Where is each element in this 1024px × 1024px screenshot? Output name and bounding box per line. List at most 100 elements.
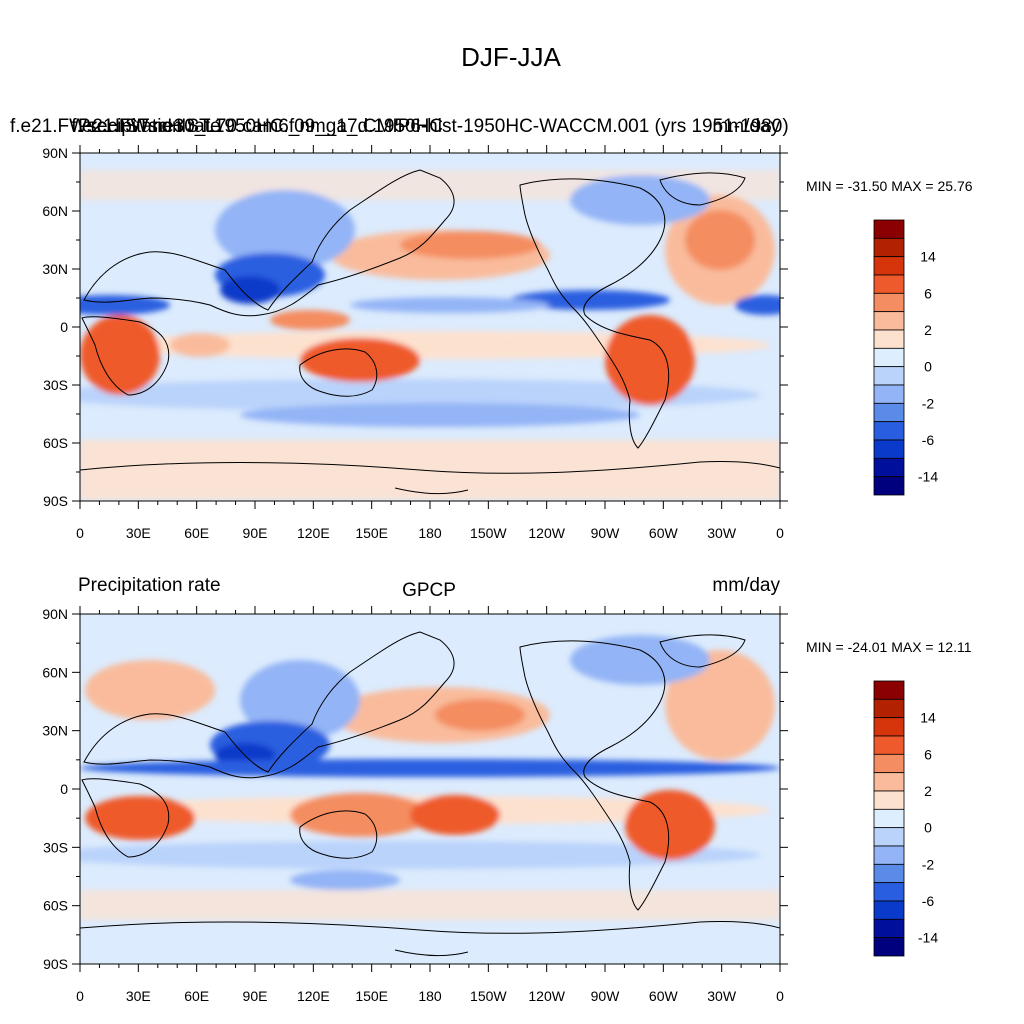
p1-lon-label-12: 0: [776, 525, 784, 541]
p1-colorbar-swatch-14: [873, 476, 905, 496]
p2-lat-label-5: 60S: [43, 898, 68, 914]
panel2-center-label: GPCP: [402, 580, 456, 601]
p1-colorbar-label-0: 14: [920, 249, 936, 265]
p1-lon-label-1: 30E: [126, 525, 151, 541]
p2-lon-label-12: 0: [776, 988, 784, 1004]
p1-lat-label-3: 0: [60, 319, 68, 335]
p1-colorbar-swatch-8: [873, 366, 905, 386]
p1-colorbar-swatch-10: [873, 402, 905, 423]
p2-colorbar-swatch-9: [873, 845, 905, 865]
p2-colorbar-swatch-2: [873, 717, 905, 737]
p2-colorbar-swatch-5: [873, 772, 905, 792]
p1-lat-label-5: 60S: [43, 435, 68, 451]
panel1-left-label: Precipitation rate: [78, 116, 221, 137]
p2-lon-label-10: 60W: [649, 988, 679, 1004]
p2-colorbar-swatch-12: [873, 900, 905, 920]
panel1-left-overlay: f.e21.FWscHIST.ne30_L70.cam6_nm_a_d.1950…: [10, 116, 443, 137]
panel2-lon-axis: 0 30E 60E 90E 120E 150E 180 150W 120W 90W 60W 30W 0: [76, 606, 784, 1004]
panel1-center-label: f.e21.FWscHIST.1950HC.f09_g17.CMIP6-hist…: [71, 116, 788, 137]
panel2-lat-axis: 90N 60N 30N 0 30S 60S 90S: [42, 606, 788, 972]
p2-lon-label-3: 90E: [243, 988, 268, 1004]
panel1-coastlines: [80, 169, 780, 495]
p2-lon-label-2: 60E: [184, 988, 209, 1004]
p2-lat-label-2: 30N: [42, 723, 68, 739]
p1-lat-label-4: 30S: [43, 377, 68, 393]
p1-lon-label-7: 150W: [470, 525, 507, 541]
p2-colorbar-label-2: 2: [924, 783, 932, 799]
p1-lon-label-9: 90W: [591, 525, 621, 541]
p2-colorbar-swatch-10: [873, 863, 905, 884]
figure-title: DJF-JJA: [461, 42, 561, 72]
p1-colorbar-label-1: 6: [924, 285, 932, 301]
p2-lat-label-4: 30S: [43, 839, 68, 855]
p1-colorbar-swatch-11: [873, 421, 905, 441]
p2-colorbar-swatch-11: [873, 882, 905, 902]
p1-lon-label-8: 120W: [528, 525, 565, 541]
p2-colorbar-label-5: -6: [922, 893, 935, 909]
p1-colorbar-swatch-9: [873, 384, 905, 404]
p1-colorbar-swatch-5: [873, 311, 905, 331]
p2-colorbar-label-6: -14: [918, 930, 938, 946]
p2-lon-label-4: 120E: [297, 988, 330, 1004]
p1-colorbar-label-2: 2: [924, 322, 932, 338]
p1-colorbar-label-3: 0: [924, 359, 932, 375]
p2-colorbar-label-3: 0: [924, 820, 932, 836]
p2-colorbar-swatch-8: [873, 827, 905, 847]
p2-lon-label-0: 0: [76, 988, 84, 1004]
p2-lon-label-1: 30E: [126, 988, 151, 1004]
panel2-units: mm/day: [712, 575, 780, 596]
p1-lat-label-2: 30N: [42, 261, 68, 277]
p2-colorbar-swatch-14: [873, 937, 905, 957]
p1-lon-label-3: 90E: [243, 525, 268, 541]
p2-colorbar-swatch-6: [873, 790, 905, 810]
p1-lon-label-10: 60W: [649, 525, 679, 541]
panel1-lon-axis: 0 30E 60E 90E 120E 150E 180 150W 120W 90W 60W 30W 0: [76, 145, 784, 541]
p2-lon-label-7: 150W: [470, 988, 507, 1004]
p2-colorbar-swatch-4: [873, 753, 905, 774]
p1-lon-label-0: 0: [76, 525, 84, 541]
p2-colorbar-swatch-7: [873, 808, 905, 829]
p1-lat-label-0: 90N: [42, 145, 68, 161]
p1-colorbar-label-5: -6: [922, 432, 935, 448]
panel2-left-label: Precipitation rate: [78, 575, 221, 596]
p2-lon-label-8: 120W: [528, 988, 565, 1004]
p2-colorbar-label-0: 14: [920, 710, 936, 726]
panel1-units: mm/day: [712, 116, 780, 137]
p2-colorbar-swatch-3: [873, 735, 905, 755]
p1-colorbar-swatch-3: [873, 274, 905, 294]
p2-lon-label-9: 90W: [591, 988, 621, 1004]
p1-colorbar-swatch-7: [873, 347, 905, 368]
p1-colorbar-swatch-12: [873, 439, 905, 459]
p2-lat-label-3: 0: [60, 781, 68, 797]
p1-colorbar-swatch-0: [873, 219, 905, 239]
panel-model: Precipitation rate f.e21.FWscHIST.ne30_L…: [10, 116, 973, 541]
p1-lon-label-5: 150E: [355, 525, 388, 541]
p2-lat-label-0: 90N: [42, 606, 68, 622]
panel1-stats: MIN = -31.50 MAX = 25.76: [806, 178, 973, 194]
panel1-map: [80, 153, 780, 501]
p1-colorbar-swatch-6: [873, 329, 905, 349]
p2-colorbar-swatch-1: [873, 698, 905, 719]
p1-colorbar-label-6: -14: [918, 469, 938, 485]
p2-lat-label-6: 90S: [43, 956, 68, 972]
p2-colorbar-label-1: 6: [924, 746, 932, 762]
p1-lon-label-6: 180: [418, 525, 442, 541]
p1-lon-label-11: 30W: [707, 525, 737, 541]
p2-lon-label-6: 180: [418, 988, 442, 1004]
panel-gpcp: Precipitation rate GPCP mm/day: [42, 575, 971, 1004]
panel1-colorbar: 14 6 2 0 -2 -6 -14: [873, 219, 938, 496]
p1-colorbar-swatch-13: [873, 457, 905, 478]
p1-colorbar-swatch-4: [873, 292, 905, 313]
p2-colorbar-label-4: -2: [922, 856, 935, 872]
panel2-colorbar: 14 6 2 0 -2 -6 -14: [873, 680, 938, 957]
p1-lat-label-6: 90S: [43, 493, 68, 509]
p1-lon-label-4: 120E: [297, 525, 330, 541]
p1-lat-label-1: 60N: [42, 203, 68, 219]
p2-colorbar-swatch-13: [873, 918, 905, 939]
p1-colorbar-label-4: -2: [922, 395, 935, 411]
p2-lat-label-1: 60N: [42, 664, 68, 680]
p1-lon-label-2: 60E: [184, 525, 209, 541]
p2-colorbar-swatch-0: [873, 680, 905, 700]
panel1-lat-axis: 90N 60N 30N 0 30S 60S 90S: [42, 145, 788, 509]
